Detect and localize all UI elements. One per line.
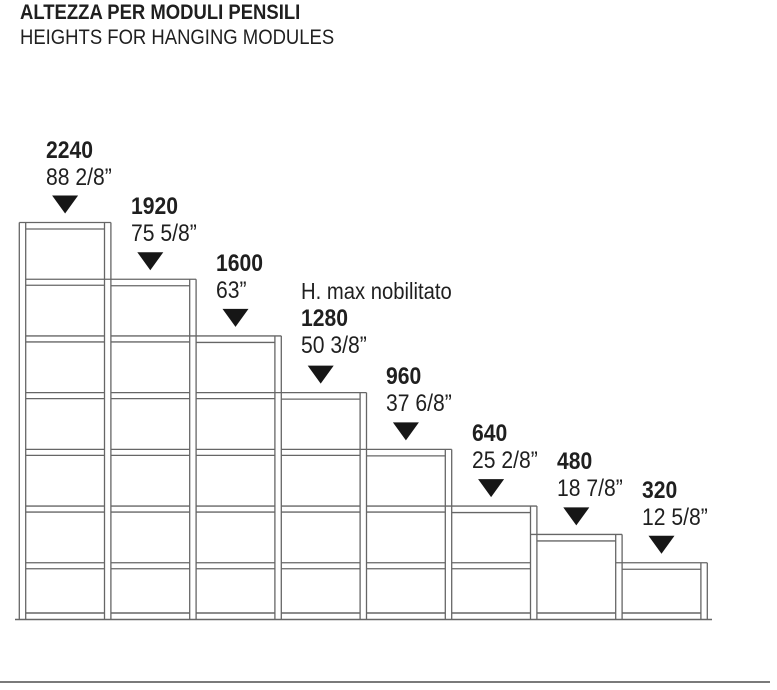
page: ALTEZZA PER MODULI PENSILI HEIGHTS FOR H…: [0, 0, 777, 690]
dimension-arrow-icon: [137, 252, 163, 270]
module-label-960: 96037 6/8”: [386, 363, 452, 417]
module-label-1280: H. max nobilitato128050 3/8”: [301, 278, 452, 359]
height-mm-value: 320: [642, 477, 708, 504]
height-inches-value: 12 5/8”: [642, 504, 708, 531]
module-label-480: 48018 7/8”: [557, 448, 623, 502]
dimension-arrow-icon: [393, 422, 419, 440]
note-h-max-nobilitato: H. max nobilitato: [301, 278, 452, 305]
height-inches-value: 75 5/8”: [131, 220, 197, 247]
height-inches-value: 37 6/8”: [386, 390, 452, 417]
height-inches-value: 25 2/8”: [472, 447, 538, 474]
height-mm-value: 1600: [216, 250, 263, 277]
height-inches-value: 63”: [216, 277, 263, 304]
dimension-arrow-icon: [308, 366, 334, 384]
module-label-320: 32012 5/8”: [642, 477, 708, 531]
dimension-arrow-icon: [649, 536, 675, 554]
dimension-arrow-icon: [52, 196, 78, 214]
dimension-arrow-icon: [478, 479, 504, 497]
height-mm-value: 480: [557, 448, 623, 475]
height-mm-value: 1920: [131, 193, 197, 220]
dimension-arrow-icon: [223, 309, 249, 327]
module-label-2240: 224088 2/8”: [46, 137, 112, 191]
height-inches-value: 88 2/8”: [46, 164, 112, 191]
height-mm-value: 640: [472, 420, 538, 447]
height-inches-value: 50 3/8”: [301, 332, 452, 359]
module-label-1920: 192075 5/8”: [131, 193, 197, 247]
height-mm-value: 1280: [301, 305, 452, 332]
height-mm-value: 960: [386, 363, 452, 390]
height-inches-value: 18 7/8”: [557, 475, 623, 502]
dimension-arrow-icon: [563, 507, 589, 525]
height-mm-value: 2240: [46, 137, 112, 164]
footer-rule: [0, 681, 770, 683]
module-label-1600: 160063”: [216, 250, 263, 304]
module-label-640: 64025 2/8”: [472, 420, 538, 474]
